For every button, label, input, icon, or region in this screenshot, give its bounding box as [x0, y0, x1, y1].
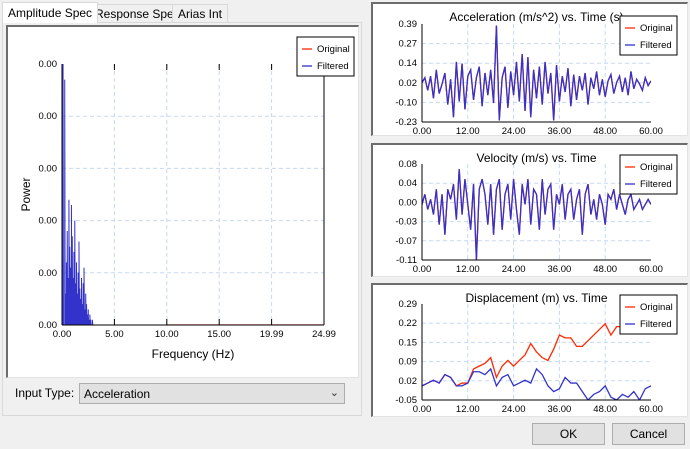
y-tick-label: 0.14: [399, 58, 418, 69]
input-type-select[interactable]: Acceleration ⌄: [79, 383, 345, 404]
y-tick-label: -0.05: [395, 395, 417, 406]
cancel-button[interactable]: Cancel: [612, 423, 685, 445]
y-tick-label: 0.00: [39, 111, 58, 122]
chevron-down-icon: ⌄: [329, 387, 339, 399]
chart-title: Displacement (m) vs. Time: [465, 291, 607, 305]
chart-title: Velocity (m/s) vs. Time: [476, 151, 596, 165]
amplitude-spec-panel: 0.00 5.00 10.00 15.00 19.99 24.99 0.00 0.00 0.00…: [2, 22, 362, 416]
x-tick-label: 36.00: [548, 264, 572, 275]
x-tick-label: 0.00: [413, 264, 432, 275]
legend-filtered-label: Filtered: [640, 179, 672, 190]
y-tick-label: 0.00: [39, 163, 58, 174]
y-tick-label: 0.00: [39, 268, 58, 279]
y-tick-label: 0.15: [399, 337, 418, 348]
series-original-line: [422, 306, 651, 387]
x-tick-label: 5.00: [105, 329, 124, 340]
x-tick-label: 60.00: [639, 126, 663, 135]
y-tick-label: -0.11: [396, 255, 417, 266]
y-tick-label: 0.00: [39, 320, 58, 331]
x-tick-label: 48.00: [593, 404, 617, 415]
legend-original-label: Original: [640, 23, 673, 34]
y-tick-label: 0.00: [39, 59, 58, 70]
input-type-value: Acceleration: [84, 387, 151, 401]
series-filtered-line: [422, 169, 651, 260]
y-tick-label: -0.10: [395, 97, 417, 108]
displacement-panel: 0.00 12.00 24.00 36.00 48.00 60.00 -0.05 0.02 0.…: [371, 283, 688, 417]
y-tick-label: -0.23: [395, 117, 417, 128]
x-tick-label: 0.00: [53, 329, 72, 340]
x-tick-label: 19.99: [260, 329, 284, 340]
spectrum-chart-area: 0.00 5.00 10.00 15.00 19.99 24.99 0.00 0.00 0.00…: [6, 25, 359, 378]
y-tick-label: 0.00: [399, 197, 418, 208]
legend-original-label: Original: [640, 302, 673, 313]
x-tick-label: 36.00: [548, 404, 572, 415]
y-tick-label: 0.27: [399, 39, 418, 50]
x-tick-label: 24.99: [312, 329, 336, 340]
series-filtered-line: [422, 367, 651, 400]
x-tick-label: 60.00: [639, 264, 663, 275]
x-tick-label: 10.00: [155, 329, 179, 340]
y-tick-label: 0.02: [399, 78, 418, 89]
y-tick-label: 0.08: [399, 159, 418, 170]
x-tick-label: 15.00: [207, 329, 231, 340]
ok-button[interactable]: OK: [532, 423, 605, 445]
legend-box: [619, 154, 678, 195]
y-tick-label: 0.04: [399, 178, 418, 189]
legend-box: [619, 15, 678, 56]
x-tick-label: 0.00: [413, 404, 432, 415]
legend-box: [296, 36, 355, 77]
x-tick-label: 24.00: [502, 264, 526, 275]
x-tick-label: 12.00: [456, 404, 480, 415]
acceleration-panel: 0.00 12.00 24.00 36.00 48.00 60.00 -0.23 -0.10 0…: [371, 2, 688, 137]
y-tick-label: 0.02: [399, 376, 418, 387]
y-tick-label: 0.09: [399, 357, 418, 368]
input-type-label: Input Type:: [15, 386, 75, 400]
legend-original-label: Original: [317, 44, 350, 55]
x-tick-label: 24.00: [502, 404, 526, 415]
velocity-panel: 0.00 12.00 24.00 36.00 48.00 60.00 -0.11 -0.07 -…: [371, 143, 688, 277]
legend-filtered-label: Filtered: [317, 61, 349, 72]
x-tick-label: 48.00: [593, 126, 617, 135]
y-tick-label: -0.07: [395, 236, 417, 247]
x-tick-label: 24.00: [502, 126, 526, 135]
spectrum-chart: 0.00 5.00 10.00 15.00 19.99 24.990.000.000.00…: [19, 36, 355, 361]
x-tick-label: 12.00: [456, 126, 480, 135]
x-tick-label: 12.00: [456, 264, 480, 275]
y-tick-label: 0.22: [399, 318, 418, 329]
tab-amplitude-spec[interactable]: Amplitude Spec: [2, 2, 99, 23]
chart-title: Acceleration (m/s^2) vs. Time (s): [449, 10, 623, 24]
displacement-chart: 0.00 12.00 24.00 36.00 48.00 60.00 -0.05 0.02 0.…: [395, 291, 678, 415]
acceleration-chart: 0.00 12.00 24.00 36.00 48.00 60.00 -0.23 -0.10 0…: [395, 10, 678, 137]
x-tick-label: 48.00: [593, 264, 617, 275]
legend-box: [619, 294, 678, 335]
legend-filtered-label: Filtered: [640, 40, 672, 51]
x-axis-label: Frequency (Hz): [152, 347, 235, 361]
y-tick-label: 0.00: [39, 216, 58, 227]
y-axis-label: Power: [19, 177, 33, 211]
legend-filtered-label: Filtered: [640, 319, 672, 330]
x-tick-label: 0.00: [413, 126, 432, 135]
x-tick-label: 60.00: [639, 404, 663, 415]
x-tick-label: 36.00: [548, 126, 572, 135]
velocity-chart: 0.00 12.00 24.00 36.00 48.00 60.00 -0.11 -0.07 -…: [395, 151, 678, 275]
series-filtered-line: [422, 25, 651, 121]
legend-original-label: Original: [640, 162, 673, 173]
y-tick-label: 0.29: [399, 299, 418, 310]
y-tick-label: 0.39: [399, 19, 418, 30]
y-tick-label: -0.03: [395, 217, 417, 228]
series-filtered-line: [62, 63, 167, 325]
tab-response-spec[interactable]: Response Spec: [89, 4, 186, 23]
tab-arias-int[interactable]: Arias Int: [172, 4, 229, 23]
